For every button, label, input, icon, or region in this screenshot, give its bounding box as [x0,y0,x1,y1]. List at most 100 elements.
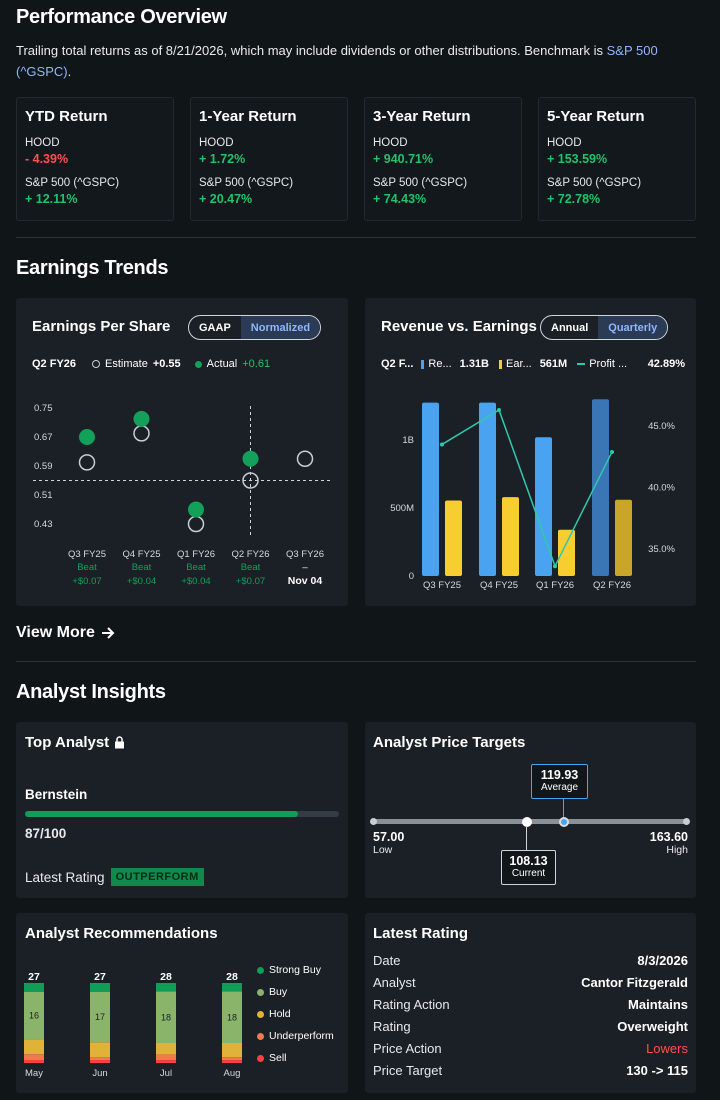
x-tick-label: Q4 FY25 [122,549,160,560]
legend-sell: Sell [257,1052,334,1064]
analyst-firm: Bernstein [25,787,88,802]
y-left-tick-label: 0 [409,571,414,582]
recommendation-segment [90,1060,110,1063]
arrow-right-icon [101,627,115,639]
low-target-value: 57.00 [373,830,405,844]
recommendation-segment [90,991,110,1043]
current-connector [526,826,527,850]
ytd-return-card: YTD Return HOOD - 4.39% S&P 500 (^GSPC) … [16,97,174,221]
legend-buy: Buy [257,986,334,998]
surprise-label: +$0.04 [127,576,156,587]
estimate-marker-icon [92,360,101,368]
low-target: 57.00 Low [373,830,404,856]
beat-status-label: Beat [132,562,152,573]
y-tick-label: 0.43 [34,519,53,530]
top-analyst-card: Top Analyst Bernstein 87/100 Latest Rati… [16,722,348,898]
row-key: Rating Action [373,996,450,1012]
rating-row-date: Date 8/3/2026 [373,949,688,971]
annual-toggle-option[interactable]: Annual [551,321,589,334]
current-price-label: Current [511,868,546,879]
eps-quarter: Q2 FY26 [32,358,77,370]
rating-row-rating: Rating Overweight [373,1015,688,1037]
row-value: 8/3/2026 [637,952,688,968]
actual-point [188,501,204,518]
beat-status-label: Beat [241,562,261,573]
recommendation-segment [222,1057,242,1061]
strong-buy-swatch [257,966,264,974]
buy-swatch [257,988,264,996]
eps-chart: 0.75 0.67 0.59 0.51 0.43 Q3 FY25 Beat +$0.07 Q4 … [33,403,332,587]
recommendation-segment [156,1060,176,1063]
performance-description: Trailing total returns as of 8/21/2026, … [16,40,696,82]
x-tick-label: Q1 FY26 [177,549,215,560]
surprise-label: Nov 04 [288,575,323,587]
revenue-marker-icon [421,359,425,369]
eps-card: Earnings Per Share GAAP Normalized Q2 FY… [16,298,348,606]
description-text: Trailing total returns as of 8/21/2026, … [16,43,603,58]
benchmark-return: + 12.11% [25,192,78,206]
x-tick-label: Q2 FY26 [231,549,269,560]
month-label: Jul [160,1068,172,1079]
underperform-label: Underperform [269,1030,334,1042]
total-count-label: 28 [160,971,172,983]
y-tick-label: 0.59 [34,461,53,472]
revenue-bar [592,399,609,576]
gaap-toggle-option[interactable]: GAAP [199,321,231,334]
y-tick-label: 0.67 [34,432,53,443]
strong-buy-label: Strong Buy [269,964,321,976]
earnings-bar [558,529,575,576]
actual-point [133,410,150,427]
buy-count-label: 18 [227,1012,237,1022]
revenue-bar [535,437,552,576]
surprise-label: +$0.07 [236,576,265,587]
symbol-label: HOOD [25,137,60,149]
month-label: Jun [92,1068,107,1079]
row-key: Analyst [373,974,416,990]
benchmark-return: + 74.43% [373,192,427,206]
x-tick-label: Q3 FY25 [68,549,106,560]
analyst-insights-title: Analyst Insights [16,681,166,703]
sell-swatch [257,1054,264,1062]
x-tick-label: Q4 FY25 [480,580,518,591]
symbol-return: + 1.72% [199,152,246,166]
revenue-bar [422,402,439,576]
y-right-tick-label: 40.0% [648,483,675,494]
x-tick-label: Q3 FY25 [423,580,461,591]
recommendation-segment [24,983,44,992]
total-count-label: 27 [94,971,106,983]
underperform-swatch [257,1032,264,1040]
earnings-marker-icon [499,359,502,369]
row-value: Cantor Fitzgerald [581,974,688,990]
row-value: Maintains [628,996,688,1012]
benchmark-link[interactable]: S&P 500 (^GSPC) [16,43,658,79]
profit-margin-point [497,408,501,413]
benchmark-label: S&P 500 (^GSPC) [373,177,468,189]
latest-rating-label: Latest Rating [25,869,105,885]
benchmark-label: S&P 500 (^GSPC) [25,177,120,189]
row-key: Date [373,952,401,968]
profit-margin-point [440,442,444,447]
average-target-label: Average [540,782,579,793]
profit-label: Profit ... [589,358,628,370]
view-more-link[interactable]: View More [16,624,115,642]
profit-value: 42.89% [647,358,685,370]
row-key: Price Target [373,1062,443,1078]
high-target: 163.60 High [650,830,688,856]
quarterly-toggle-option[interactable]: Quarterly [598,316,668,339]
3y-return-card: 3-Year Return HOOD + 940.71% S&P 500 (^G… [364,97,522,221]
card-title: 5-Year Return [547,108,645,125]
card-title: YTD Return [25,108,108,125]
earnings-bar [502,497,519,576]
buy-count-label: 16 [29,1011,39,1021]
y-tick-label: 0.51 [34,490,53,501]
recommendation-segment [222,983,242,992]
normalized-toggle-option[interactable]: Normalized [240,316,321,339]
rating-row-price-target: Price Target 130 -> 115 [373,1059,688,1081]
latest-rating-row: Latest Rating OUTPERFORM [25,868,204,886]
description-end: . [67,64,72,79]
average-connector [563,799,564,818]
rating-badge: OUTPERFORM [110,868,204,886]
y-left-tick-label: 1B [402,435,414,446]
revenue-value: 1.31B [459,358,489,370]
average-marker [559,817,569,827]
